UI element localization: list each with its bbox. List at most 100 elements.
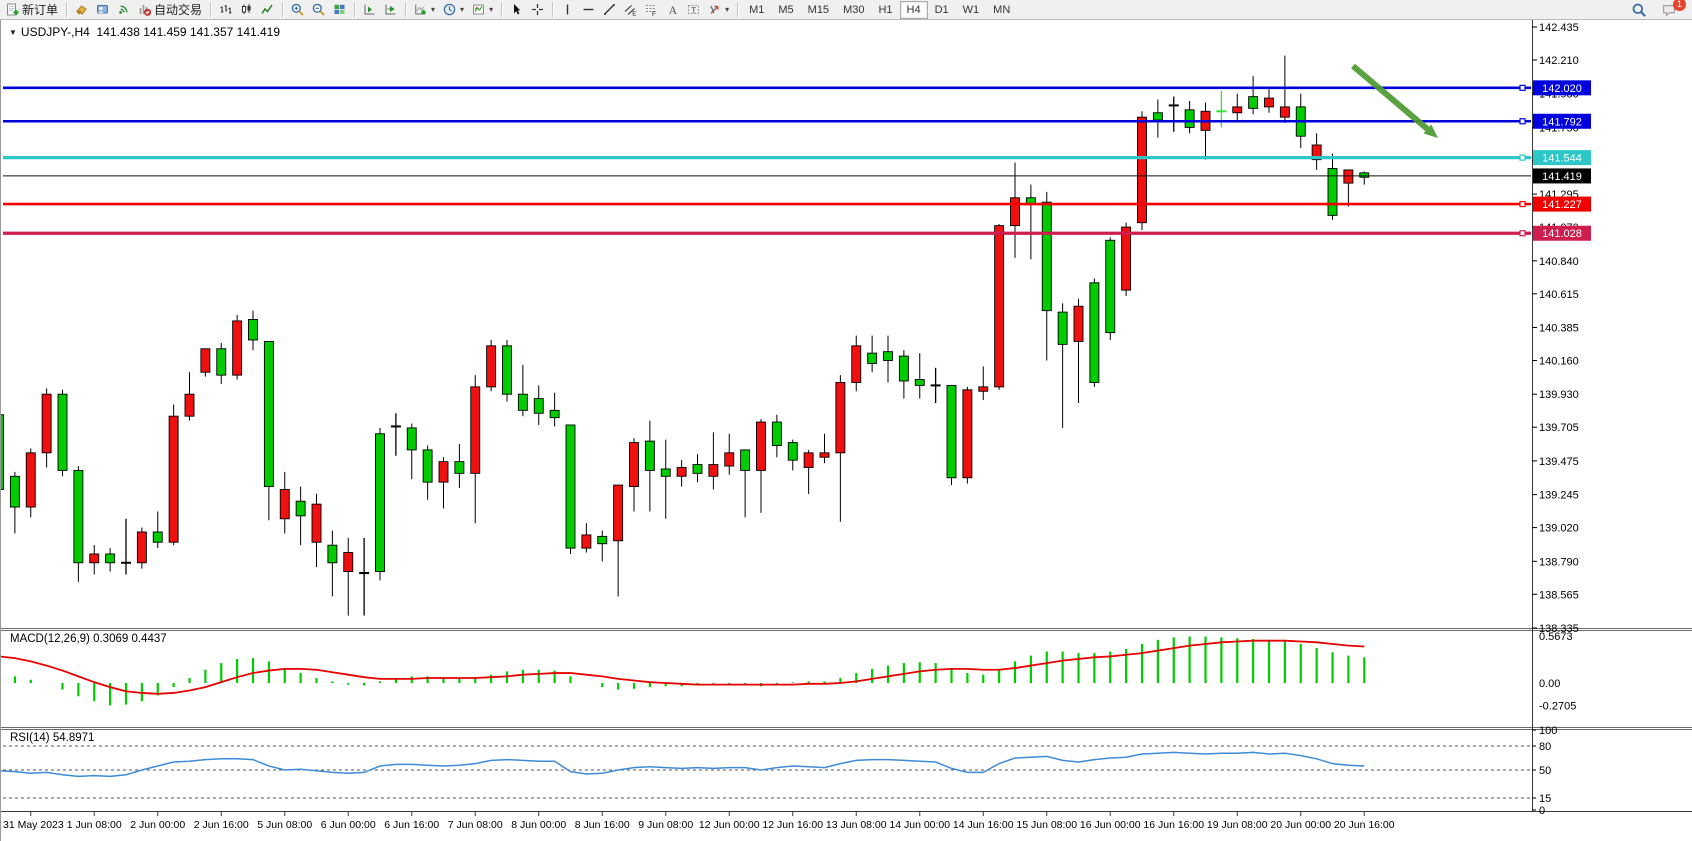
trend-arrow-annotation[interactable] [1351, 63, 1438, 138]
vertical-line-icon [566, 4, 569, 15]
svg-text:15: 15 [1539, 793, 1551, 805]
zoom-out-button[interactable] [308, 1, 329, 19]
candle-chart-button[interactable] [236, 1, 257, 19]
zoom-in-button[interactable] [287, 1, 308, 19]
symbol-dropdown-icon[interactable]: ▼ [9, 28, 17, 37]
cursor-icon [514, 4, 521, 15]
svg-text:20 Jun 16:00: 20 Jun 16:00 [1334, 819, 1395, 831]
signals-icon [119, 5, 128, 14]
signals-button[interactable] [113, 1, 134, 19]
dropdown-caret-icon[interactable]: ▾ [489, 5, 494, 14]
timeframe-m30-button[interactable]: M30 [843, 3, 865, 16]
text-button[interactable]: A [662, 1, 683, 19]
svg-text:142.435: 142.435 [1539, 22, 1579, 34]
arrows-button[interactable]: ▾ [704, 1, 733, 19]
svg-text:138.565: 138.565 [1539, 589, 1579, 601]
auto-trading-button[interactable]: 自动交易 [134, 1, 206, 19]
zoom-in-icon [291, 3, 304, 16]
rsi-indicator-label: RSI(14) 54.8971 [10, 732, 95, 744]
toolbar-separator [282, 2, 284, 17]
macd-panel [1, 636, 1366, 706]
text-label-button[interactable]: T [683, 1, 704, 19]
text-icon: A [669, 5, 678, 16]
cursor-button[interactable] [506, 1, 527, 19]
crosshair-icon [532, 4, 544, 15]
toolbar-separator [354, 2, 356, 17]
svg-text:100: 100 [1539, 725, 1557, 737]
rsi-panel [1, 745, 1531, 799]
market-icon [97, 5, 109, 14]
svg-text:140.615: 140.615 [1539, 289, 1579, 301]
toolbar-separator [737, 2, 739, 17]
auto-scroll-button[interactable] [380, 1, 401, 19]
tile-windows-button[interactable] [329, 1, 350, 19]
level-lines[interactable] [3, 84, 1531, 237]
svg-text:8 Jun 00:00: 8 Jun 00:00 [511, 819, 566, 831]
channel-icon: E [624, 5, 636, 16]
svg-text:0: 0 [1539, 805, 1545, 817]
svg-text:19 Jun 08:00: 19 Jun 08:00 [1207, 819, 1268, 831]
auto-scroll-icon [385, 4, 396, 15]
svg-text:1 Jun 08:00: 1 Jun 08:00 [67, 819, 122, 831]
svg-text:142.020: 142.020 [1542, 83, 1582, 95]
timeframe-m1-button[interactable]: M1 [749, 3, 765, 16]
candlesticks [1, 55, 1370, 616]
periods-icon [443, 3, 456, 16]
macd-signal-line [1, 639, 1365, 695]
svg-text:7 Jun 08:00: 7 Jun 08:00 [448, 819, 503, 831]
time-axis[interactable]: 31 May 2023 1 Jun 08:00 2 Jun 00:00 2 Jun 1… [3, 811, 1395, 832]
timeframe-w1-button[interactable]: W1 [962, 3, 980, 16]
symbol-period: USDJPY-,H4 [20, 25, 90, 39]
svg-text:14 Jun 16:00: 14 Jun 16:00 [953, 819, 1014, 831]
chart-window[interactable]: 142.435142.210141.980141.750141.525141.2… [0, 20, 1692, 841]
svg-text:139.245: 139.245 [1539, 490, 1579, 502]
timeframe-h4-button[interactable]: H4 [899, 0, 928, 19]
svg-text:14 Jun 00:00: 14 Jun 00:00 [889, 819, 950, 831]
search-button[interactable] [1628, 1, 1650, 19]
new-chart-button[interactable]: ▾ [410, 1, 439, 19]
vertical-line-button[interactable] [557, 1, 578, 19]
toolbar-button-label: 新订单 [22, 3, 59, 17]
macd-indicator-label: MACD(12,26,9) 0.3069 0.4437 [10, 633, 167, 645]
toolbar-separator [552, 2, 554, 17]
timeframe-mn-button[interactable]: MN [993, 3, 1011, 16]
crosshair-button[interactable] [527, 1, 548, 19]
timeframe-d1-button[interactable]: D1 [934, 3, 949, 16]
fibonacci-button[interactable]: F [641, 1, 662, 19]
trend-line-button[interactable] [599, 1, 620, 19]
timeframe-m5-button[interactable]: M5 [778, 3, 794, 16]
dropdown-caret-icon[interactable]: ▾ [431, 5, 436, 14]
chart-shift-button[interactable] [359, 1, 380, 19]
chart-title: ▼ USDJPY-,H4 141.438 141.459 141.357 141.… [9, 25, 280, 39]
svg-text:5 Jun 08:00: 5 Jun 08:00 [257, 819, 312, 831]
metaeditor-icon [76, 5, 87, 15]
svg-text:141.419: 141.419 [1542, 171, 1582, 183]
timeframe-m15-button[interactable]: M15 [807, 3, 830, 16]
svg-text:141.227: 141.227 [1542, 199, 1582, 211]
svg-text:140.160: 140.160 [1539, 355, 1579, 367]
metaeditor-button[interactable] [71, 1, 92, 19]
templates-button[interactable]: ▾ [468, 1, 497, 19]
line-chart-button[interactable] [257, 1, 278, 19]
price-axis[interactable]: 142.435142.210141.980141.750141.525141.2… [1532, 22, 1591, 817]
price-chart[interactable]: 142.435142.210141.980141.750141.525141.2… [1, 20, 1692, 841]
channel-button[interactable]: E [620, 1, 641, 19]
dropdown-caret-icon[interactable]: ▾ [725, 5, 730, 14]
svg-text:16 Jun 16:00: 16 Jun 16:00 [1143, 819, 1204, 831]
svg-text:F: F [652, 11, 656, 16]
new-order-button[interactable]: 新订单 [2, 1, 62, 19]
new-chart-icon [415, 4, 426, 15]
timeframe-h1-button[interactable]: H1 [878, 3, 893, 16]
dropdown-caret-icon[interactable]: ▾ [460, 5, 465, 14]
periods-button[interactable]: ▾ [439, 1, 468, 19]
notification-count-badge: 1 [1673, 0, 1686, 11]
bar-chart-button[interactable] [215, 1, 236, 19]
svg-text:T: T [691, 6, 696, 15]
templates-icon [473, 4, 485, 15]
svg-text:139.705: 139.705 [1539, 422, 1579, 434]
notifications-button[interactable]: 1 [1658, 0, 1686, 19]
horizontal-line-button[interactable] [578, 1, 599, 19]
market-button[interactable] [92, 1, 113, 19]
svg-text:0.5673: 0.5673 [1539, 631, 1573, 643]
